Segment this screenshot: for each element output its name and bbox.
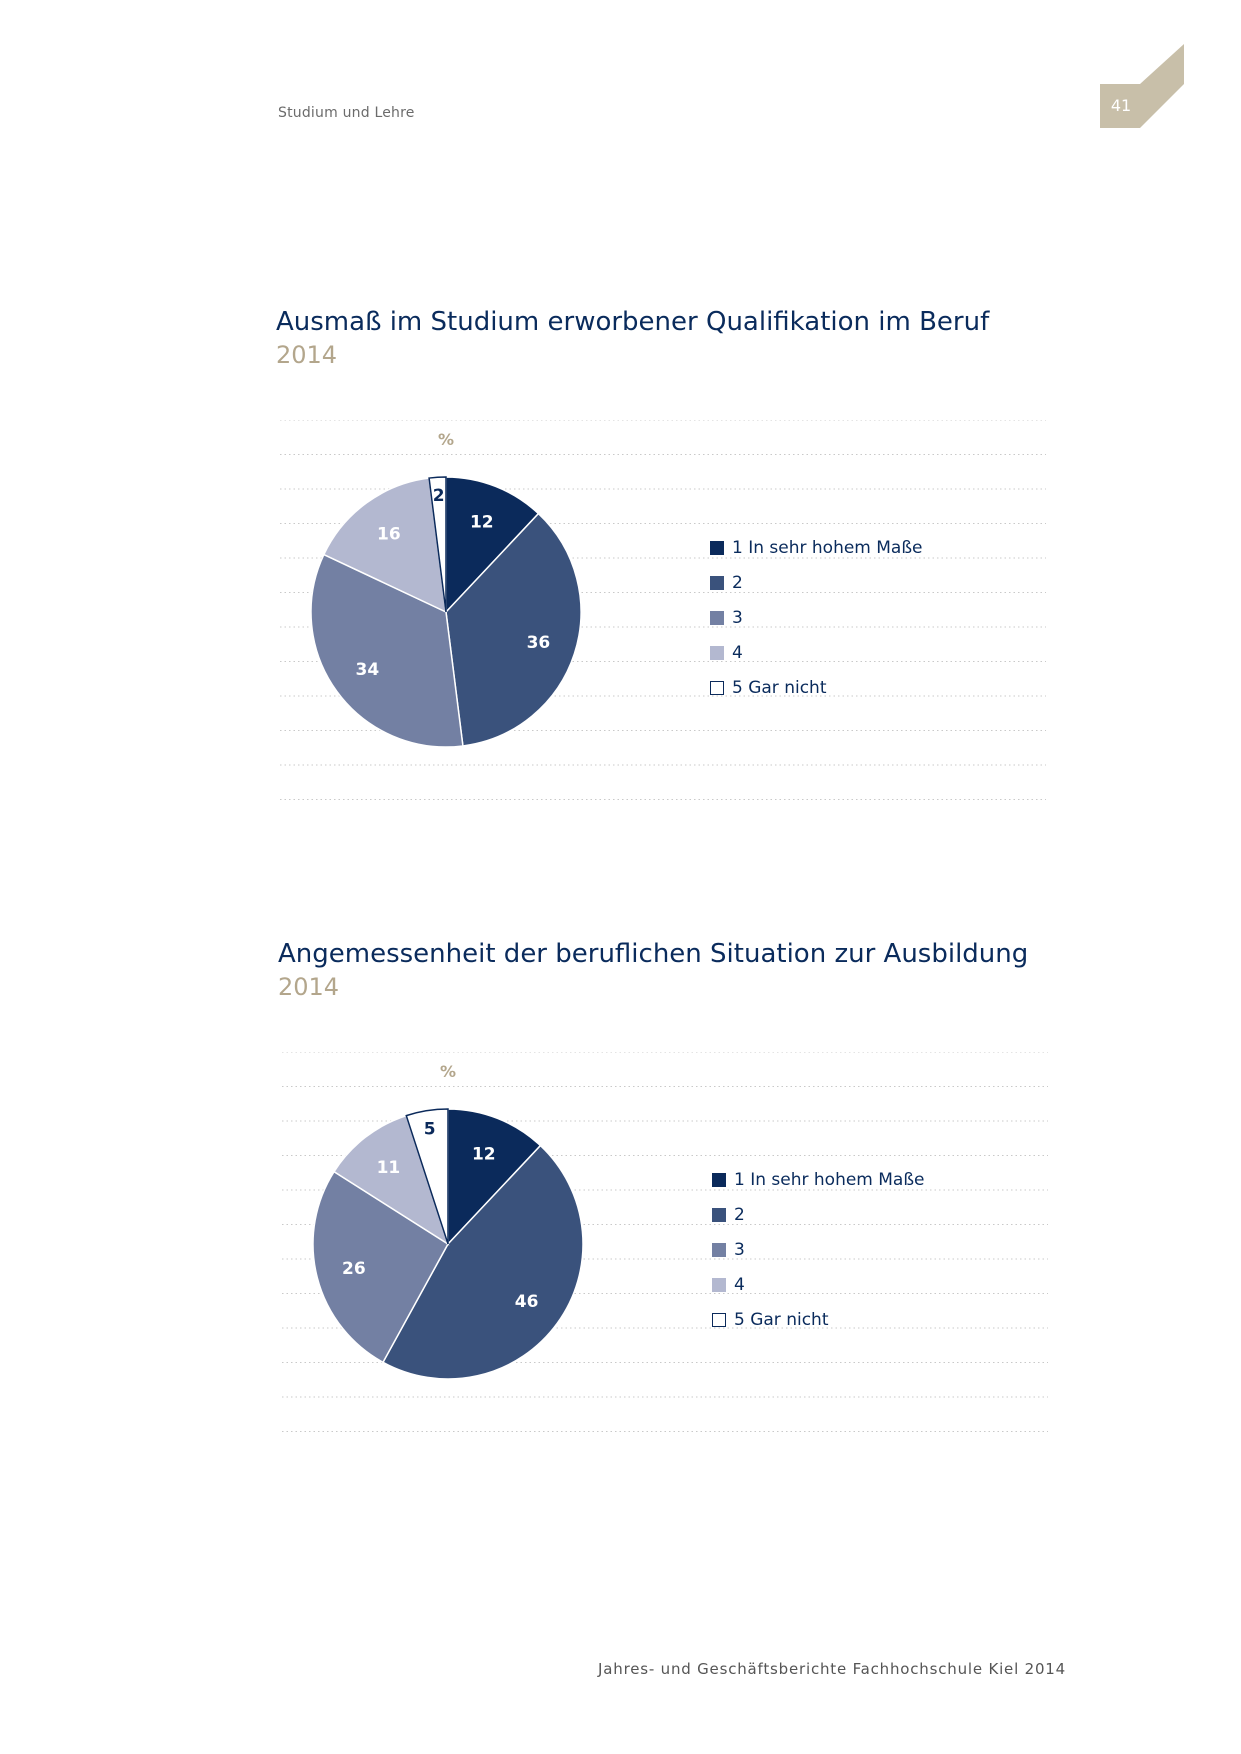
legend-swatch: [712, 1312, 726, 1327]
legend-label: 1 In sehr hohem Maße: [732, 537, 923, 558]
legend-label: 2: [734, 1204, 745, 1225]
legend-item: 5 Gar nicht: [712, 1302, 925, 1337]
pie-slice: [445, 476, 540, 614]
legend-swatch: [712, 1172, 726, 1187]
legend-label: 4: [734, 1274, 745, 1295]
data-label: 16: [377, 524, 401, 544]
pie-slice: [312, 1170, 449, 1364]
legend-swatch: [710, 540, 724, 555]
chart-2-legend: 1 In sehr hohem Maße 2 3 4 5 Gar nicht: [712, 1162, 925, 1337]
legend-label: 3: [734, 1239, 745, 1260]
legend-item: 5 Gar nicht: [710, 670, 923, 705]
data-label: 26: [342, 1259, 366, 1279]
legend-item: 1 In sehr hohem Maße: [712, 1162, 925, 1197]
unit-label: %: [440, 1062, 456, 1081]
legend-swatch: [710, 645, 724, 660]
chart-1-year: 2014: [276, 341, 338, 369]
legend-label: 4: [732, 642, 743, 663]
chart-1: Ausmaß im Studium erworbener Qualifikati…: [276, 306, 1066, 800]
legend-swatch: [710, 575, 724, 590]
chart-2-year: 2014: [278, 973, 340, 1001]
data-label: 11: [377, 1158, 401, 1178]
legend-label: 5 Gar nicht: [734, 1309, 829, 1330]
legend-item: 2: [710, 565, 923, 600]
chart-1-area: % 12 36 34 16 2 1 In sehr hohem Maße 2 3 4 5 …: [276, 420, 1066, 820]
chart-2-area: % 12 46 26 11 5 1 In sehr hohem Maße 2 3 4 5 …: [278, 1052, 1068, 1452]
legend-swatch: [712, 1207, 726, 1222]
legend-item: 2: [712, 1197, 925, 1232]
pie-slice: [322, 477, 447, 614]
data-label: 46: [515, 1292, 539, 1312]
data-label: 36: [527, 633, 551, 653]
pie-slice: [447, 1108, 542, 1246]
page-footer: Jahres- und Geschäftsberichte Fachhochsc…: [598, 1660, 1066, 1678]
data-label: 12: [472, 1145, 496, 1165]
pie-slice: [381, 1144, 584, 1380]
legend-label: 5 Gar nicht: [732, 677, 827, 698]
legend-item: 3: [712, 1232, 925, 1267]
pie-slice: [405, 1108, 449, 1245]
section-label: Studium und Lehre: [278, 105, 415, 121]
page-number: 41: [1110, 96, 1132, 115]
data-label: 2: [433, 486, 445, 506]
pie-slice: [445, 512, 582, 747]
legend-item: 1 In sehr hohem Maße: [710, 530, 923, 565]
legend-swatch: [710, 680, 724, 695]
legend-item: 4: [712, 1267, 925, 1302]
legend-item: 3: [710, 600, 923, 635]
data-label: 34: [356, 660, 380, 680]
legend-label: 2: [732, 572, 743, 593]
chart-1-legend: 1 In sehr hohem Maße 2 3 4 5 Gar nicht: [710, 530, 923, 705]
legend-label: 1 In sehr hohem Maße: [734, 1169, 925, 1190]
pie-slice: [332, 1114, 450, 1246]
legend-swatch: [712, 1242, 726, 1257]
legend-swatch: [710, 610, 724, 625]
chart-2-title: Angemessenheit der beruflichen Situation…: [278, 939, 1029, 969]
legend-item: 4: [710, 635, 923, 670]
pie-slice: [428, 476, 447, 613]
chart-1-title: Ausmaß im Studium erworbener Qualifikati…: [276, 307, 990, 337]
legend-swatch: [712, 1277, 726, 1292]
data-label: 5: [424, 1119, 436, 1139]
data-label: 12: [470, 513, 494, 533]
chart-2: Angemessenheit der beruflichen Situation…: [278, 938, 1068, 1432]
legend-label: 3: [732, 607, 743, 628]
chart-2-svg: % 12 46 26 11 5: [282, 1052, 1048, 1432]
unit-label: %: [438, 430, 454, 449]
page-tab-icon: [1100, 44, 1184, 128]
